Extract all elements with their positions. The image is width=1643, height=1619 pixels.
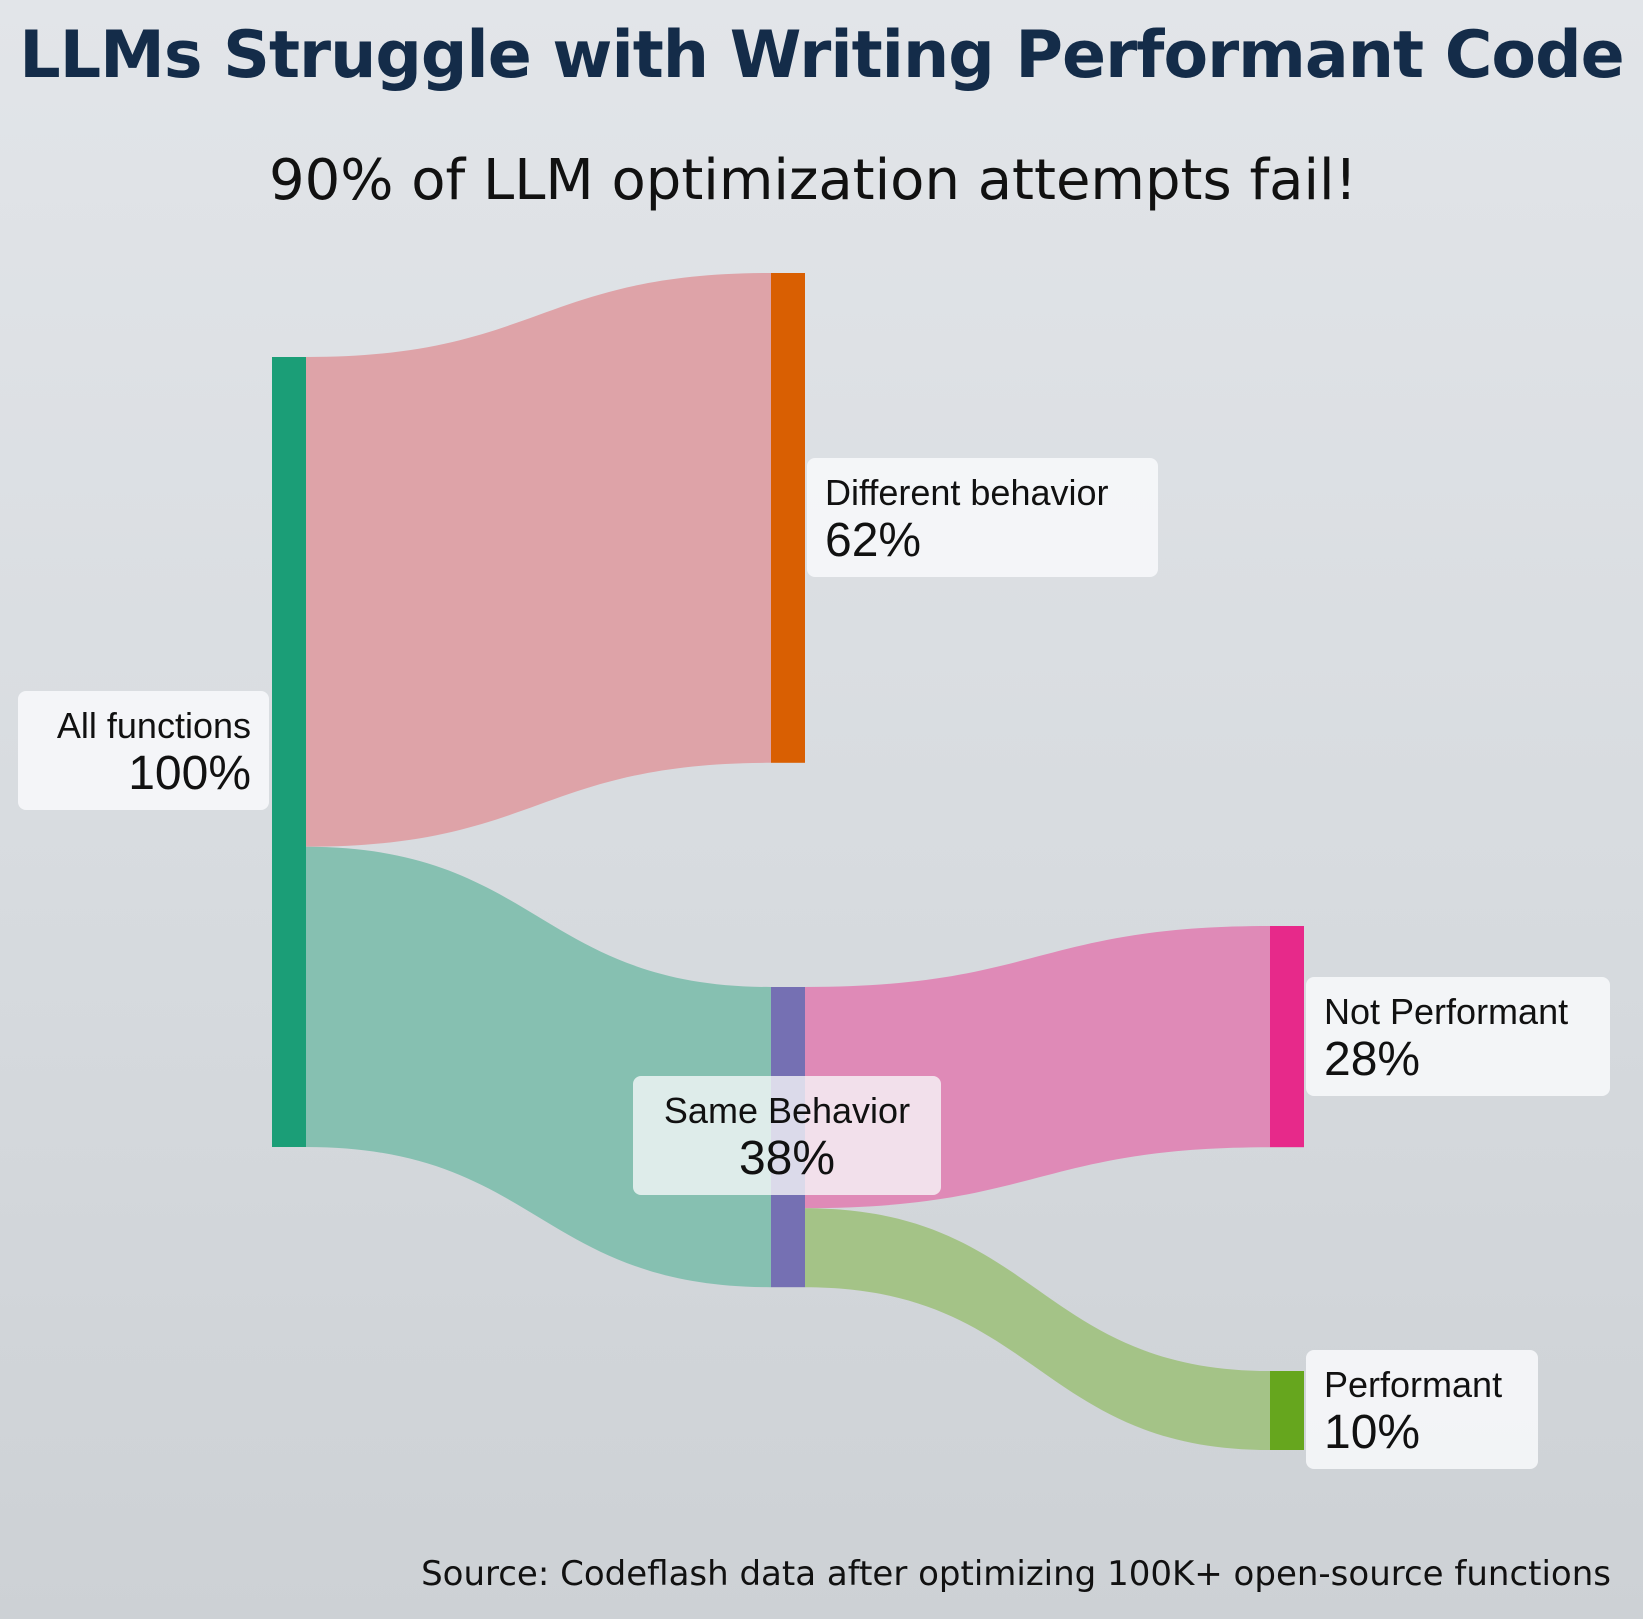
node-label-all-functions: All functions 100% xyxy=(18,691,269,810)
link-same-to-perf xyxy=(805,1208,1270,1450)
node-bar-notperf xyxy=(1270,926,1304,1148)
sankey-nodes xyxy=(272,273,1304,1450)
node-name: Same Behavior xyxy=(663,1090,911,1131)
node-name: Performant xyxy=(1324,1364,1503,1405)
node-value: 28% xyxy=(1324,1033,1421,1086)
link-all-to-diff xyxy=(306,273,771,847)
node-name: Different behavior xyxy=(825,472,1109,513)
node-label-performant: Performant 10% xyxy=(1306,1350,1538,1469)
node-label-same-behavior: Same Behavior 38% xyxy=(633,1076,941,1195)
source-note: Source: Codeflash data after optimizing … xyxy=(421,1554,1611,1594)
node-value: 38% xyxy=(738,1132,836,1185)
node-value: 10% xyxy=(1324,1406,1421,1459)
node-value: 62% xyxy=(825,514,922,567)
chart-subtitle: 90% of LLM optimization attempts fail! xyxy=(268,148,1358,213)
node-label-different-behavior: Different behavior 62% xyxy=(807,458,1158,577)
node-value: 100% xyxy=(128,747,251,800)
node-label-not-performant: Not Performant 28% xyxy=(1306,977,1610,1096)
node-bar-perf xyxy=(1270,1371,1304,1450)
node-name: Not Performant xyxy=(1324,991,1569,1032)
node-bar-diff xyxy=(771,273,805,763)
node-name: All functions xyxy=(56,705,251,746)
link-all-to-same xyxy=(306,846,771,1288)
chart-title: LLMs Struggle with Writing Performant Co… xyxy=(19,18,1624,93)
node-bar-all xyxy=(272,357,306,1147)
